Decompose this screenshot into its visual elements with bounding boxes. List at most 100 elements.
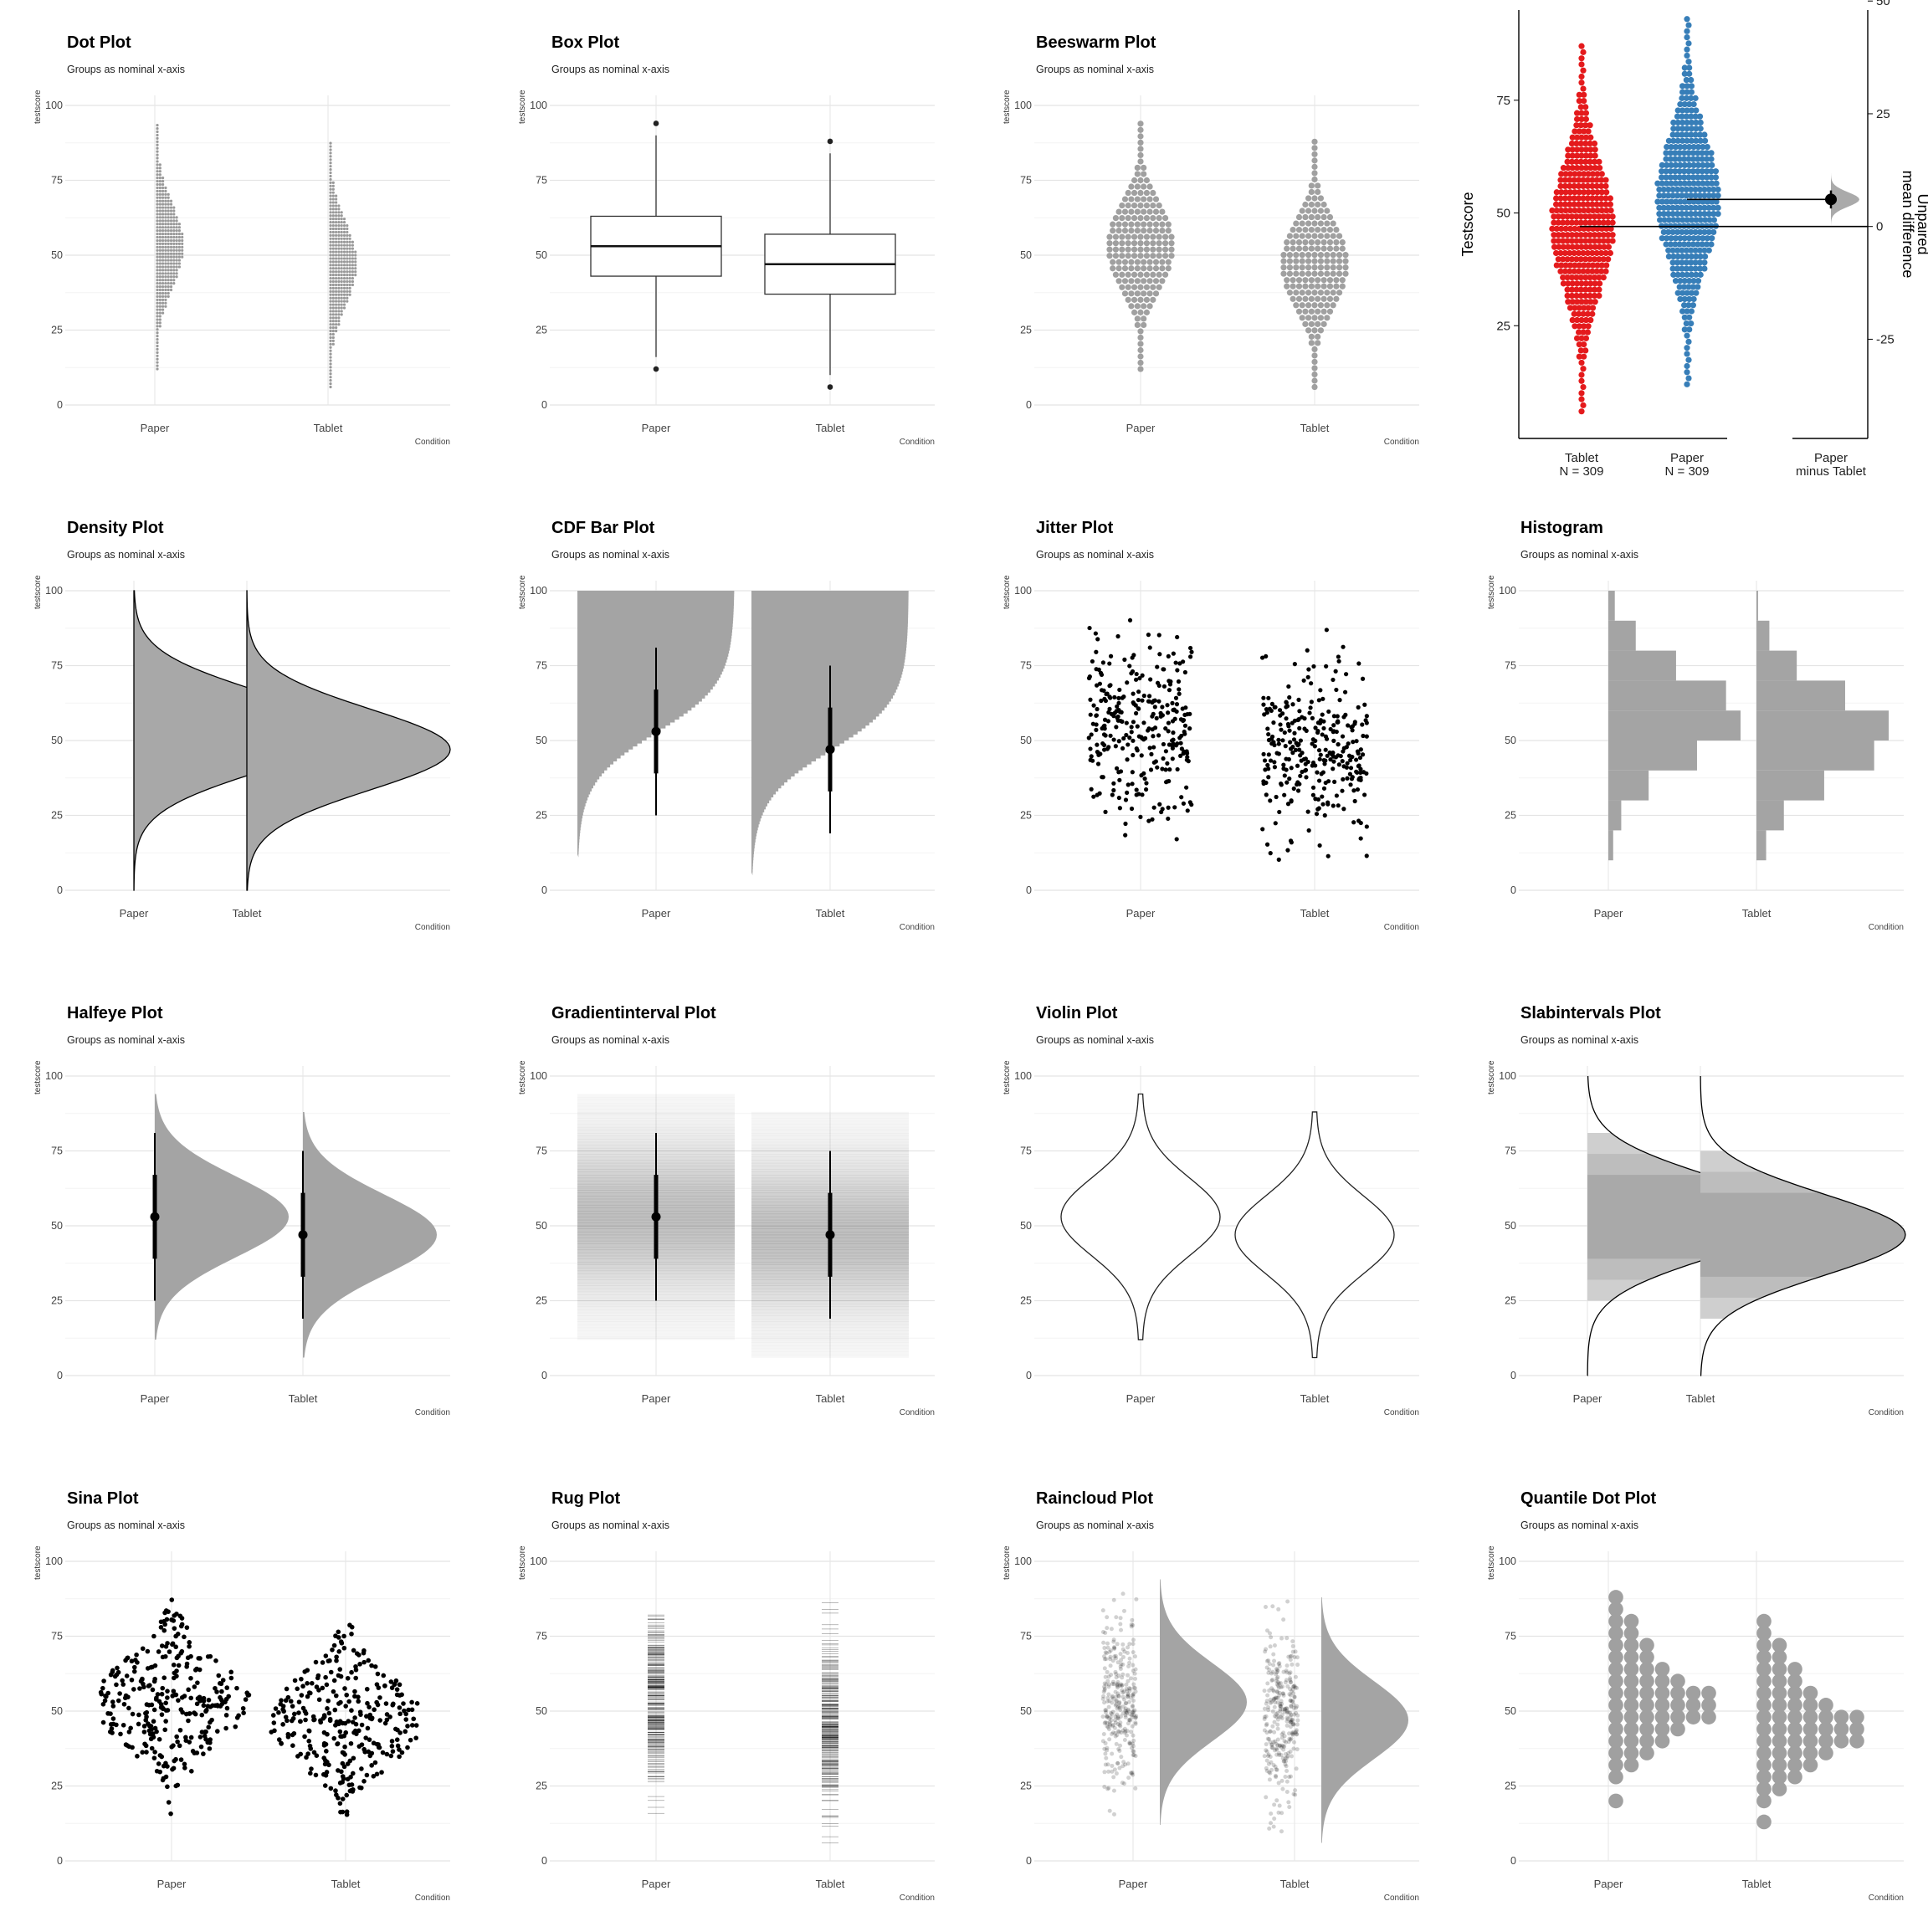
- sina-point: [290, 1732, 295, 1738]
- rain-point: [1115, 1760, 1120, 1765]
- swarm-point: [1594, 189, 1601, 196]
- y-tick-label: 25: [1505, 810, 1516, 822]
- data-dot: [335, 274, 338, 277]
- data-dot: [169, 279, 173, 282]
- rain-point: [1284, 1719, 1290, 1724]
- data-dot: [351, 240, 354, 243]
- outlier-point: [653, 366, 659, 372]
- swarm-point: [1715, 211, 1721, 218]
- swarm-point: [1685, 156, 1692, 162]
- quantile-dot: [1802, 1721, 1818, 1737]
- data-dot: [175, 259, 178, 262]
- swarm-point: [1311, 377, 1318, 384]
- jitter-point: [1127, 735, 1132, 741]
- data-dot: [164, 226, 167, 229]
- rain-point: [1106, 1786, 1111, 1791]
- swarm-point: [1569, 316, 1576, 324]
- swarm-point: [1688, 271, 1695, 278]
- rain-point: [1275, 1679, 1280, 1684]
- swarm-point: [1607, 195, 1613, 202]
- sina-point: [120, 1678, 125, 1683]
- swarm-point: [1589, 201, 1596, 208]
- data-dot: [167, 202, 170, 206]
- data-dot: [337, 204, 341, 208]
- rain-point: [1126, 1694, 1131, 1699]
- swarm-point: [1168, 253, 1175, 259]
- swarm-point: [1137, 328, 1144, 335]
- jitter-point: [1331, 766, 1336, 771]
- sina-point: [104, 1694, 109, 1699]
- jitter-point: [1107, 694, 1112, 700]
- swarm-point: [1602, 249, 1609, 257]
- data-dot: [329, 168, 332, 172]
- swarm-point: [1317, 270, 1324, 277]
- rain-point: [1119, 1683, 1124, 1689]
- swarm-point: [1315, 283, 1321, 290]
- rain-point: [1105, 1678, 1110, 1683]
- swarm-point: [1320, 213, 1327, 221]
- rain-point: [1274, 1741, 1279, 1746]
- x-tick-label: Paper: [642, 1878, 671, 1890]
- rain-point: [1274, 1689, 1279, 1694]
- y-tick-label: 75: [536, 175, 547, 187]
- sina-point: [151, 1731, 156, 1736]
- sina-point: [162, 1627, 167, 1633]
- quantile-dot: [1756, 1769, 1772, 1785]
- swarm-point: [1656, 192, 1663, 199]
- jitter-point: [1336, 762, 1341, 767]
- data-dot: [158, 213, 162, 216]
- swarm-point: [1134, 321, 1141, 329]
- rain-point: [1281, 1617, 1286, 1622]
- gradient-band: [751, 1147, 909, 1151]
- data-dot: [331, 201, 335, 204]
- sina-point: [367, 1712, 373, 1718]
- swarm-point: [1131, 215, 1138, 222]
- rain-point: [1288, 1714, 1293, 1719]
- jitter-point: [1269, 708, 1274, 714]
- rain-point: [1124, 1701, 1129, 1706]
- rain-point: [1107, 1737, 1112, 1742]
- rain-point: [1290, 1653, 1295, 1658]
- data-dot: [342, 290, 346, 293]
- gradient-band: [577, 1306, 735, 1310]
- swarm-point: [1668, 235, 1674, 242]
- data-dot: [164, 298, 167, 301]
- quantile-dot: [1756, 1793, 1772, 1809]
- swarm-point: [1311, 290, 1318, 296]
- rain-point: [1113, 1734, 1118, 1739]
- data-dot: [156, 282, 159, 285]
- rain-point: [1269, 1678, 1274, 1683]
- jitter-point: [1122, 657, 1127, 662]
- swarm-point: [1668, 180, 1674, 187]
- jitter-point: [1354, 769, 1359, 774]
- sina-point: [175, 1739, 180, 1745]
- jitter-point: [1088, 712, 1093, 717]
- swarm-point: [1581, 128, 1587, 135]
- data-dot: [167, 262, 170, 265]
- rain-point: [1115, 1693, 1120, 1698]
- rain-point: [1100, 1714, 1105, 1719]
- rain-point: [1271, 1696, 1276, 1701]
- data-dot: [329, 379, 332, 382]
- rain-point: [1131, 1709, 1136, 1714]
- sina-point: [174, 1655, 180, 1661]
- rain-point: [1131, 1668, 1136, 1673]
- data-dot: [354, 274, 357, 277]
- data-dot: [164, 229, 167, 233]
- rain-point: [1108, 1714, 1113, 1719]
- sina-point: [344, 1809, 350, 1814]
- swarm-point: [1715, 186, 1721, 193]
- swarm-point: [1555, 219, 1561, 226]
- swarm-point: [1156, 233, 1162, 240]
- sina-point: [176, 1663, 182, 1668]
- jitter-point: [1115, 718, 1120, 723]
- data-dot: [329, 339, 332, 342]
- quantile-dot: [1772, 1709, 1787, 1724]
- jitter-point: [1302, 726, 1307, 731]
- jitter-point: [1290, 751, 1295, 756]
- gradient-band: [577, 1099, 735, 1104]
- sina-point: [284, 1686, 290, 1692]
- swarm-point: [1165, 221, 1172, 228]
- rain-point: [1293, 1674, 1298, 1679]
- rain-point: [1116, 1673, 1121, 1678]
